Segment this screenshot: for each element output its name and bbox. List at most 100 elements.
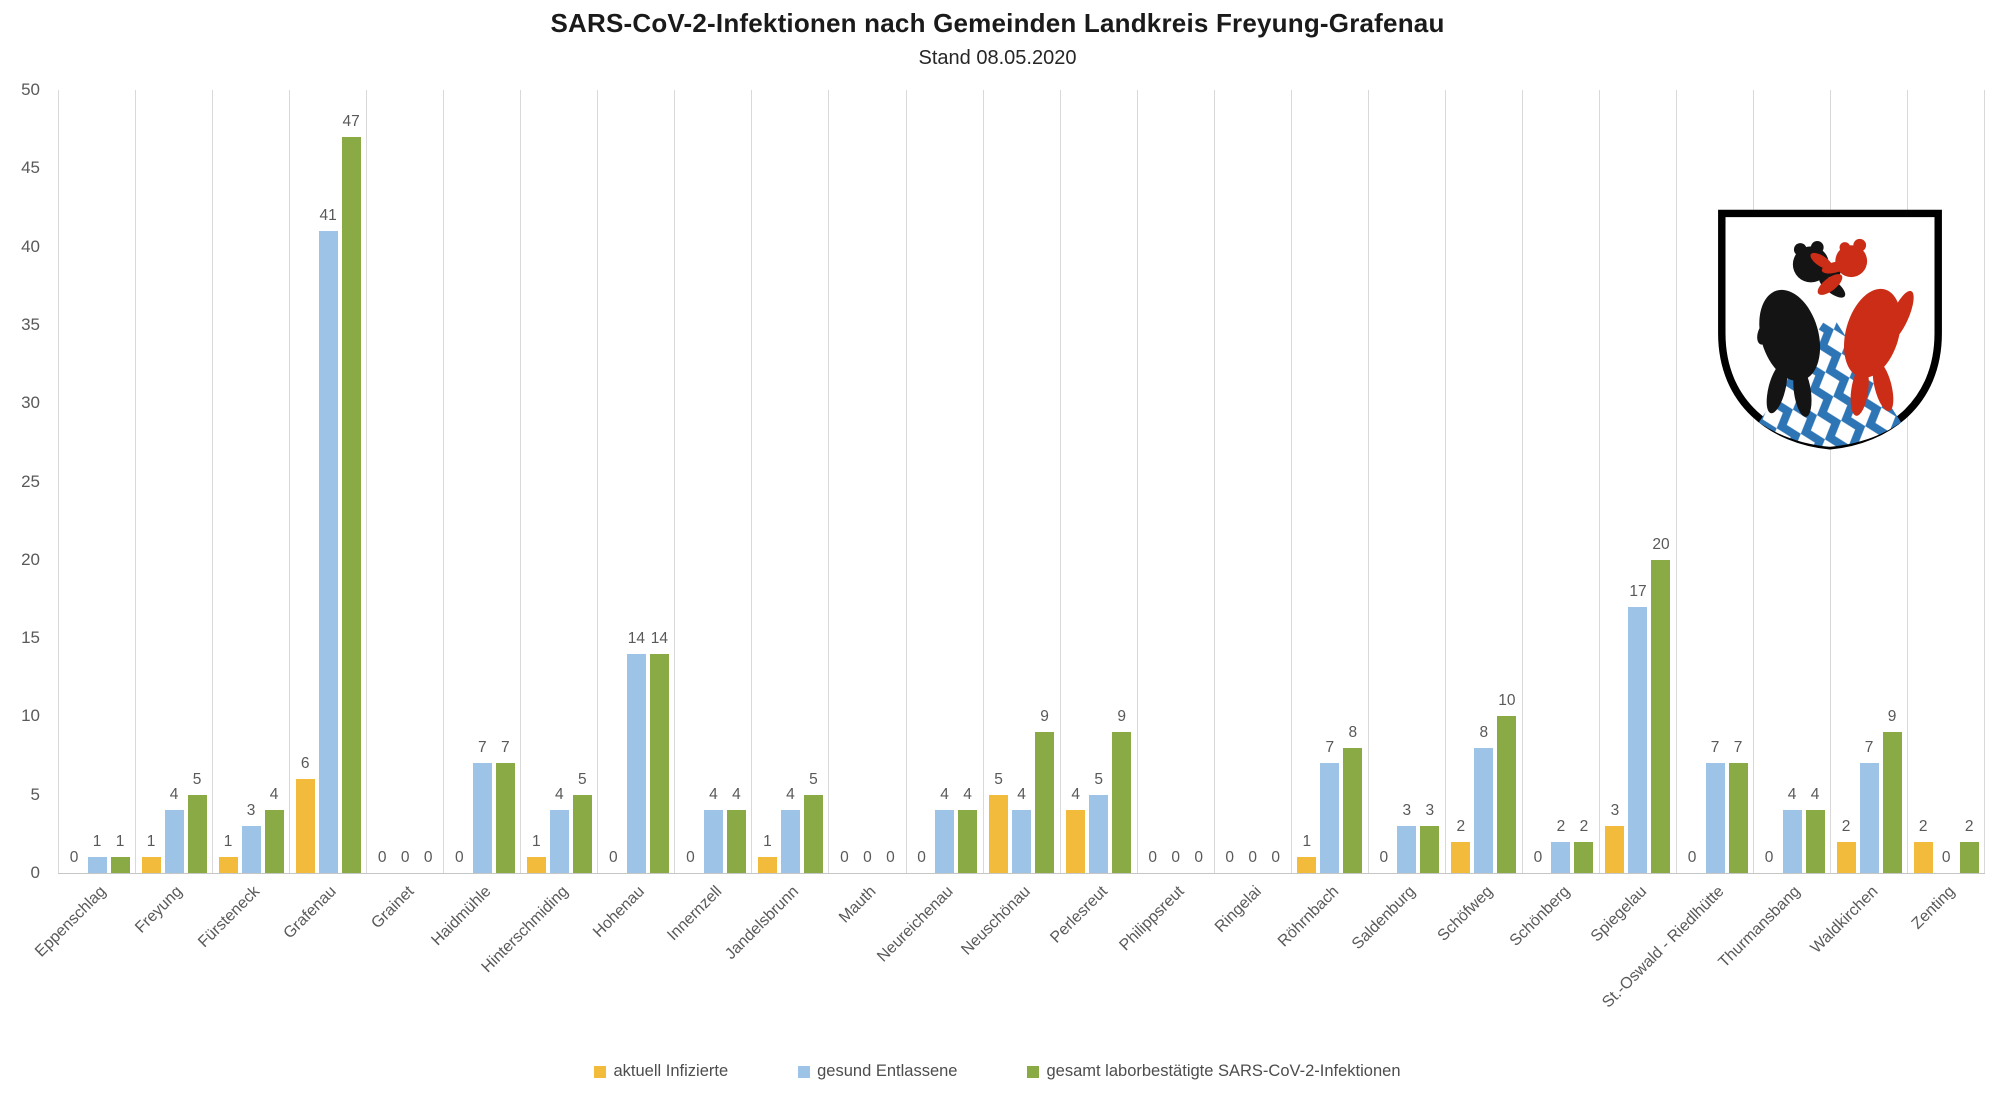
bar: 41	[318, 207, 338, 873]
bar-value-label: 2	[1918, 817, 1928, 835]
bar: 3	[241, 802, 261, 873]
bar: 1	[218, 833, 238, 873]
bar: 4	[1805, 786, 1825, 873]
bar: 4	[935, 786, 955, 873]
bar: 2	[1836, 818, 1856, 873]
y-axis-tick-label: 35	[21, 314, 40, 334]
bar-value-label: 3	[246, 802, 256, 820]
bar-value-label: 1	[1302, 833, 1312, 851]
bar-value-label: 3	[1402, 802, 1412, 820]
bar: 4	[1066, 786, 1086, 873]
bar-value-label: 2	[1556, 817, 1566, 835]
x-axis-label: Jandelsbrunn	[722, 883, 803, 963]
bar-value-label: 5	[577, 770, 587, 788]
category-cell: 1 7 8 Röhrnbach	[1274, 90, 1368, 950]
x-axis-label: Waldkirchen	[1807, 883, 1882, 957]
bar: 7	[1728, 739, 1748, 873]
bar-value-label: 4	[709, 786, 718, 804]
legend-label: aktuell Infizierte	[613, 1062, 729, 1080]
bar: 9	[1882, 708, 1902, 873]
bar: 4	[726, 786, 746, 873]
x-axis-label: Neuschönau	[958, 883, 1034, 959]
plot-area: 0 1 1 Eppenschlag 1 4 5 Freyung 1 3 4 Fürsteneck 6 41…	[32, 90, 1985, 1011]
bar-value-label: 5	[809, 770, 818, 788]
bar-value-label: 3	[1425, 802, 1435, 820]
bar-value-label: 0	[1764, 849, 1774, 866]
bar: 14	[626, 630, 646, 873]
legend-label: gesamt laborbestätigte SARS-CoV-2-Infekt…	[1046, 1062, 1401, 1080]
chart-subtitle: Stand 08.05.2020	[918, 47, 1077, 69]
y-axis-tick-label: 25	[21, 471, 40, 491]
bar-value-label: 4	[554, 786, 564, 804]
chart-header: SARS-CoV-2-Infektionen nach Gemeinden La…	[0, 8, 1995, 70]
category-cell: 0 0 0 Philippsreut	[1117, 90, 1214, 954]
bar-value-label: 0	[1171, 849, 1180, 866]
legend-swatch	[594, 1065, 607, 1078]
y-axis-tick-label: 30	[21, 393, 40, 413]
bar-value-label: 1	[223, 833, 233, 851]
x-axis-label: Schöfweg	[1434, 883, 1496, 945]
bar: 9	[1035, 708, 1055, 873]
bar: 1	[110, 833, 130, 873]
x-axis-label: Ringelai	[1211, 883, 1265, 936]
bar-value-label: 5	[1094, 770, 1103, 788]
bar: 4	[1782, 786, 1802, 873]
category-cell: 0 2 2 Schönberg	[1506, 90, 1599, 950]
category-cell: 0 0 0 Ringelai	[1212, 90, 1291, 936]
bar-value-label: 1	[92, 833, 102, 851]
bar: 2	[1913, 818, 1933, 873]
bar-value-label: 0	[1533, 849, 1543, 866]
bar-value-label: 9	[1117, 708, 1126, 726]
category-cell: 0 0 0 Mauth	[828, 90, 905, 926]
x-axis-label: Mauth	[836, 883, 880, 927]
bar: 4	[780, 786, 800, 873]
bar-value-label: 0	[886, 849, 895, 866]
y-axis-tick-label: 20	[21, 549, 40, 569]
x-axis-label: Zenting	[1908, 883, 1959, 933]
bar-value-label: 9	[1887, 708, 1897, 726]
bear-icon	[1757, 241, 1854, 417]
bar-value-label: 17	[1629, 582, 1647, 600]
bar-value-label: 2	[1964, 817, 1974, 835]
y-axis-tick-label: 10	[21, 706, 40, 726]
bar-group: 2 8 10	[1446, 90, 1522, 873]
bar-value-label: 0	[1271, 849, 1281, 866]
bar-value-label: 0	[609, 849, 618, 866]
bar-value-label: 9	[1040, 708, 1049, 726]
bar: 20	[1651, 536, 1671, 873]
bar: 3	[1397, 802, 1417, 873]
category-cell: 0 3 3 Saldenburg	[1349, 90, 1445, 953]
bar: 47	[341, 113, 361, 873]
chart-legend: aktuell Infizierte gesund Entlassene gesam…	[0, 1062, 1995, 1081]
x-axis-label: Grainet	[368, 883, 418, 933]
bar: 1	[526, 833, 546, 873]
bar-value-label: 0	[1148, 849, 1157, 866]
bar-value-label: 0	[400, 849, 410, 866]
category-cell: 0 1 1 Eppenschlag	[32, 90, 135, 960]
bar: 6	[295, 755, 315, 873]
bar-group: 3 17 20	[1600, 90, 1676, 873]
bar: 9	[1112, 708, 1132, 873]
bar-value-label: 7	[1710, 739, 1720, 757]
bar: 7	[1705, 739, 1725, 873]
bar-value-label: 4	[786, 786, 795, 804]
coat-of-arms-graphic	[1718, 209, 1942, 450]
y-axis-tick-label: 45	[21, 158, 40, 178]
x-axis-label: Spiegelau	[1587, 883, 1650, 946]
bar-value-label: 0	[840, 849, 849, 866]
bar: 4	[264, 786, 284, 873]
y-axis-tick-label: 5	[30, 784, 40, 804]
bar-value-label: 0	[1248, 849, 1258, 866]
bar-value-label: 8	[1348, 723, 1358, 741]
bar-value-label: 4	[169, 786, 179, 804]
x-axis-label: Fürsteneck	[195, 883, 264, 951]
bar-value-label: 4	[1787, 786, 1797, 804]
x-axis-label: Perlesreut	[1047, 883, 1111, 947]
bar-value-label: 14	[650, 629, 668, 647]
